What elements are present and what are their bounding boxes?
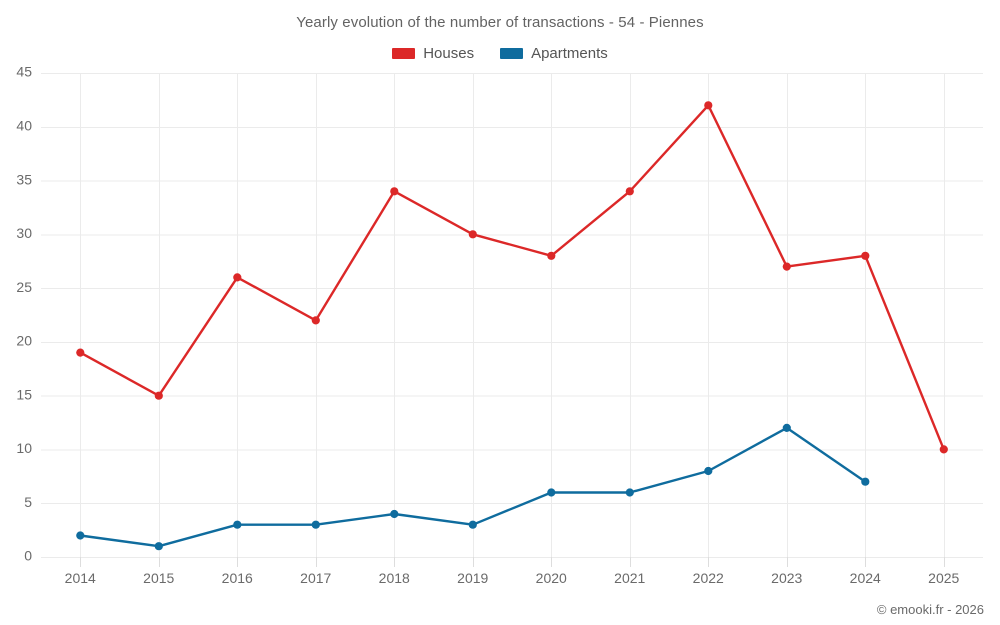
data-point-apartments[interactable] (704, 466, 713, 476)
legend-item-houses[interactable]: Houses (392, 45, 474, 62)
data-point-apartments[interactable] (154, 542, 163, 551)
data-point-houses[interactable] (939, 445, 948, 454)
y-axis-tick-label: 0 (24, 548, 32, 564)
x-axis-tick-label: 2018 (379, 570, 410, 586)
y-axis-tick-label: 15 (16, 386, 32, 402)
data-point-houses[interactable] (390, 187, 399, 196)
x-axis-tick-label: 2020 (536, 570, 567, 586)
data-point-apartments[interactable] (625, 488, 634, 497)
x-axis-tick-label: 2014 (65, 570, 96, 586)
data-point-apartments[interactable] (547, 488, 556, 497)
data-point-apartments[interactable] (782, 423, 791, 432)
legend-swatch-houses (392, 48, 416, 59)
data-point-houses[interactable] (625, 187, 634, 196)
y-axis-tick-label: 25 (16, 279, 32, 295)
y-axis-tick-label: 10 (16, 440, 32, 456)
x-axis-tick-label: 2025 (928, 570, 959, 586)
x-axis-tick-label: 2022 (693, 570, 724, 586)
y-axis-tick-label: 35 (16, 171, 32, 187)
x-axis-tick-label: 2017 (300, 570, 331, 586)
data-point-apartments[interactable] (311, 520, 320, 529)
y-axis-tick-label: 30 (16, 225, 32, 241)
y-axis-tick-label: 20 (16, 333, 32, 349)
data-point-houses[interactable] (704, 101, 713, 110)
data-point-houses[interactable] (311, 316, 320, 325)
data-point-houses[interactable] (782, 262, 791, 271)
data-point-houses[interactable] (233, 273, 242, 282)
legend-label-apartments: Apartments (531, 45, 608, 62)
copyright-credit: © emooki.fr - 2026 (876, 602, 984, 617)
chart-title: Yearly evolution of the number of transa… (296, 14, 704, 31)
series-line-houses (79, 104, 945, 451)
x-axis-tick-label: 2023 (771, 570, 802, 586)
data-point-houses[interactable] (547, 251, 556, 260)
x-axis-tick-label: 2024 (850, 570, 881, 586)
legend-item-apartments[interactable]: Apartments (500, 45, 608, 62)
data-point-houses[interactable] (76, 348, 85, 357)
data-point-apartments[interactable] (468, 520, 477, 529)
chart-legend: Houses Apartments (0, 45, 1000, 62)
data-point-houses[interactable] (861, 251, 870, 260)
x-axis-tick-label: 2015 (143, 570, 174, 586)
legend-label-houses: Houses (423, 45, 475, 62)
legend-swatch-apartments (500, 48, 524, 59)
data-point-houses[interactable] (468, 230, 477, 239)
x-axis-tick-label: 2019 (457, 570, 488, 586)
y-axis-tick-label: 40 (16, 117, 32, 133)
data-point-apartments[interactable] (861, 477, 870, 486)
x-axis-tick-label: 2016 (222, 570, 253, 586)
data-point-apartments[interactable] (76, 531, 85, 540)
y-axis-tick-label: 45 (16, 64, 32, 80)
y-axis-tick-label: 5 (24, 494, 32, 510)
data-point-apartments[interactable] (233, 520, 242, 529)
data-point-houses[interactable] (154, 391, 163, 400)
data-point-apartments[interactable] (390, 509, 399, 519)
x-axis-tick-label: 2021 (614, 570, 645, 586)
